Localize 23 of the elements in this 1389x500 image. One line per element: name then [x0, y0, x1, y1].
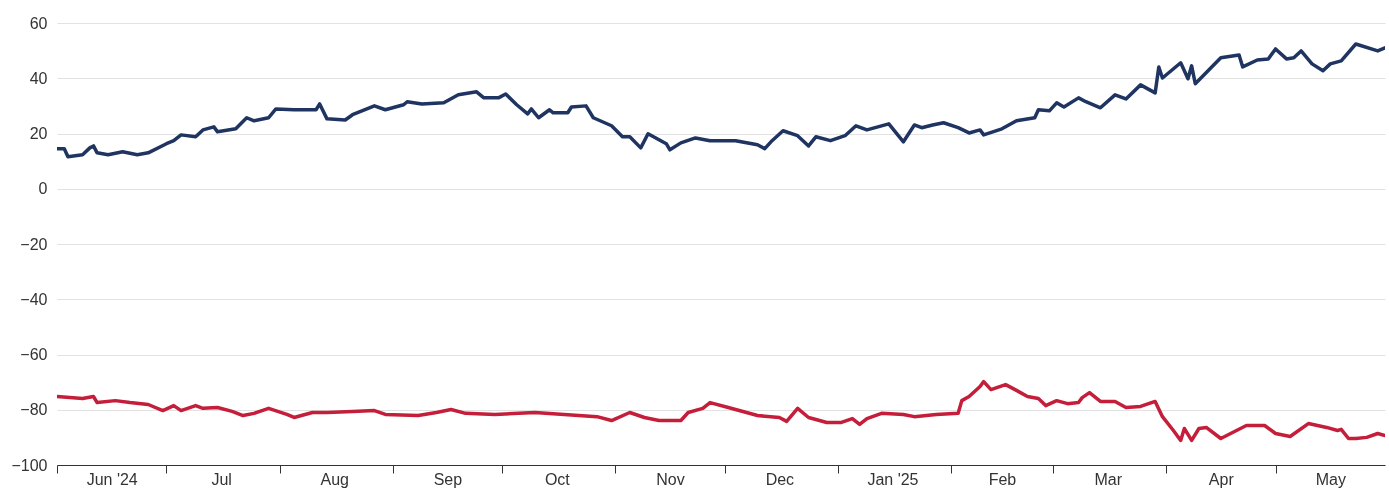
x-tick-label: Nov [656, 470, 685, 488]
x-tick-label: Mar [1094, 470, 1123, 488]
y-tick-label: 20 [29, 125, 48, 142]
y-tick-label: −40 [20, 290, 48, 308]
y-tick-label: −60 [20, 346, 48, 363]
y-tick-label: −80 [20, 401, 48, 419]
y-tick-label: 60 [29, 14, 48, 32]
x-tick-label: Jun '24 [86, 470, 138, 488]
x-tick-label: Aug [320, 470, 350, 488]
x-tick-label: Oct [544, 470, 571, 488]
x-tick-label: Apr [1208, 470, 1235, 488]
y-tick-label: −100 [11, 456, 48, 474]
x-tick-label: Jul [211, 470, 232, 488]
line-series [57, 42, 1385, 159]
y-tick-label: −20 [20, 235, 48, 253]
x-tick-label: Dec [765, 470, 795, 488]
x-tick-label: Sep [433, 470, 463, 488]
y-tick-label: 0 [38, 180, 48, 198]
x-tick-label: Jan '25 [867, 470, 919, 488]
line-series [57, 379, 1385, 443]
x-tick-label: Feb [988, 470, 1017, 488]
x-tick-label: May [1315, 470, 1346, 488]
y-tick-label: 40 [29, 69, 48, 87]
